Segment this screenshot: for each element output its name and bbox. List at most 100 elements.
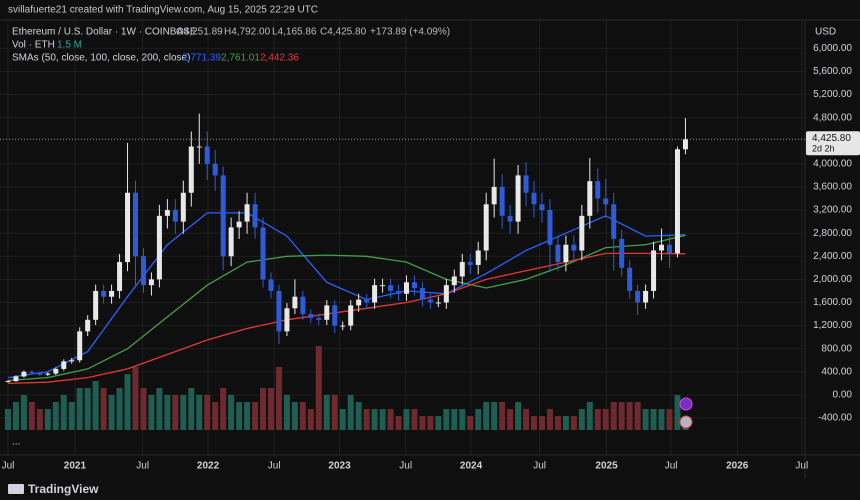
x-tick-label: 2021 (64, 461, 87, 472)
volume-bar (180, 395, 187, 430)
x-tick-label: 2022 (197, 461, 220, 472)
ohlc-low: L4,165.86 (272, 27, 317, 38)
candle-body (212, 163, 218, 176)
candle-body (396, 290, 402, 294)
y-tick-label: 0.00 (833, 390, 853, 401)
candle-body (252, 204, 258, 228)
candle-body (300, 296, 306, 315)
candle-body (204, 146, 210, 164)
y-tick-label: 4,000.00 (813, 158, 852, 169)
event-icon[interactable] (679, 415, 693, 429)
candle-body (21, 371, 27, 377)
candle-body (196, 146, 202, 148)
candle-body (156, 215, 162, 280)
volume-bar (538, 416, 545, 430)
volume-bar (228, 395, 235, 430)
candle-body (284, 308, 290, 332)
volume-bar (459, 409, 466, 430)
volume-bar (140, 388, 147, 430)
y-tick-label: 2,800.00 (813, 228, 852, 239)
more: ... (12, 437, 20, 448)
creator-note: svillafuerte21 created with TradingView.… (8, 5, 318, 16)
volume-bar (60, 395, 67, 430)
x-tick-label: 2026 (726, 461, 749, 472)
candle-body (523, 175, 529, 193)
candle-body (579, 215, 585, 251)
candle-body (308, 314, 314, 319)
candle-body (372, 285, 378, 303)
sma-lines (7, 212, 686, 385)
volume-bar (674, 395, 681, 430)
candle-body (132, 192, 138, 257)
y-tick-label: 1,600.00 (813, 297, 852, 308)
price-countdown: 2d 2h (812, 144, 835, 154)
candle-body (643, 290, 649, 303)
candle-body (188, 146, 194, 193)
volume-bar (594, 409, 601, 430)
y-tick-label: 3,200.00 (813, 205, 852, 216)
volume-bar (562, 416, 569, 430)
x-tick-label: 2025 (595, 461, 618, 472)
candle-body (443, 285, 449, 303)
volume-bar (28, 402, 35, 430)
x-tick-label: Jul (268, 461, 281, 472)
volume-bar (291, 402, 298, 430)
candle-body (29, 371, 35, 373)
volume-bar (36, 409, 43, 430)
y-tick-label: 2,000.00 (813, 274, 852, 285)
footer (0, 478, 860, 500)
brand: TradingView (28, 482, 99, 496)
sma-line (7, 212, 686, 379)
volume-bar (666, 409, 673, 430)
candle-body (627, 267, 633, 291)
volume-bar (68, 402, 75, 430)
candle-body (324, 305, 330, 320)
volume-bar (507, 409, 514, 430)
candle-body (603, 198, 609, 205)
candle-body (244, 204, 250, 222)
volume-bar (499, 402, 506, 430)
volume-bar (451, 409, 458, 430)
volume-bar (220, 388, 227, 430)
x-tick-label: Jul (665, 461, 678, 472)
volume-bar (634, 402, 641, 430)
candle-body (356, 299, 362, 306)
x-tick-label: Jul (2, 461, 15, 472)
volume-bar (20, 395, 27, 430)
sma-value: 2,442.36 (260, 53, 299, 64)
volume-bar (283, 395, 290, 430)
volume-bar (323, 395, 330, 430)
candle-body (411, 282, 417, 289)
price-label-box (806, 131, 860, 156)
candle-body (467, 262, 473, 265)
volume-bar (642, 409, 649, 430)
volume-bar (315, 346, 322, 430)
candle-body (483, 204, 489, 251)
candle-body (364, 299, 370, 303)
candle-body (13, 376, 19, 382)
volume-bar (546, 409, 553, 430)
volume-bar (554, 416, 561, 430)
volume-bar (52, 402, 59, 430)
volume-bar (387, 409, 394, 430)
volume-bar (108, 395, 115, 430)
symbol: Ethereum / U.S. Dollar · 1W · COINBASE (12, 27, 197, 38)
candle-body (427, 299, 433, 303)
logo-icon (8, 484, 24, 494)
candle-body (276, 290, 282, 332)
candle-body (459, 262, 465, 277)
event-icon[interactable] (679, 397, 693, 411)
volume-bar (339, 409, 346, 430)
volume-bar (650, 409, 657, 430)
volume-bar (124, 374, 131, 430)
volume-bar (411, 409, 418, 430)
candle-body (180, 192, 186, 222)
volume-bar (116, 388, 123, 430)
candle-body (419, 288, 425, 300)
volume-bar (515, 402, 522, 430)
volume-value: 1.5 M (57, 40, 82, 51)
candle-body (260, 227, 266, 280)
volume-bar (275, 367, 282, 430)
